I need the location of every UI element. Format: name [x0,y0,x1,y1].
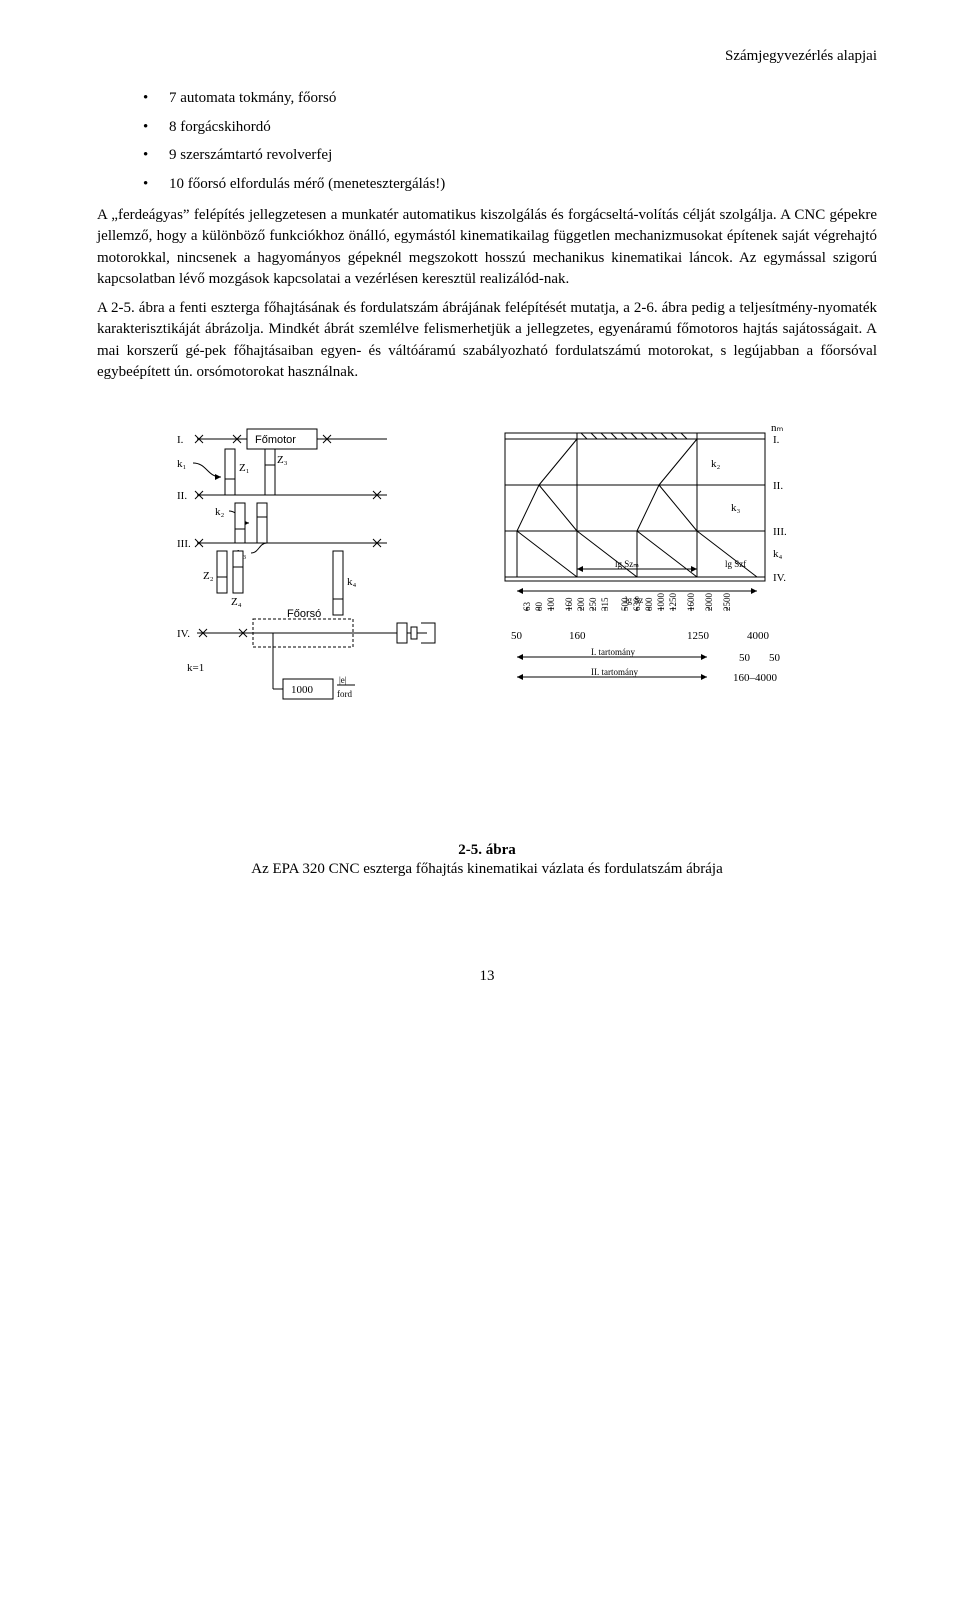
list-item: 9 szerszámtartó revolverfej [143,144,877,167]
major-tick: 50 [511,630,523,642]
svg-text:160: 160 [564,597,574,611]
lgsz-label: lg Szf [725,559,746,569]
svg-text:315: 315 [600,597,610,611]
k-label: k₂ [711,458,721,470]
svg-text:63: 63 [522,602,532,612]
ford-label: |e| [339,675,347,685]
major-tick: 4000 [747,630,770,642]
figure-block: I. Főmotor k₁ Z₁ [97,417,877,722]
row-label: III. [773,526,787,538]
k-label: k₁ [177,458,187,470]
page: Számjegyvezérlés alapjai 7 automata tokm… [11,0,949,1045]
z-label: Z₁ [239,462,250,474]
range-label: I. tartomány [591,647,635,657]
row-label: IV. [177,628,190,640]
svg-text:2000: 2000 [704,593,714,612]
z-label: Z₂ [203,570,214,582]
body-paragraph: A 2-5. ábra a fenti eszterga főhajtásána… [97,298,877,383]
n-label: nₘ [771,422,784,434]
row-label: III. [177,538,191,550]
spindle-label: Főorsó [287,608,321,620]
k-label: k=1 [187,662,204,674]
svg-text:630: 630 [632,597,642,611]
row-label: IV. [773,572,786,584]
page-number: 13 [97,968,877,985]
list-item: 8 forgácskihordó [143,116,877,139]
svg-text:1000: 1000 [656,593,666,612]
ford-label: ford [337,689,352,699]
caption-number: 2-5. ábra [97,842,877,859]
row-label: I. [177,434,184,446]
z-label: Z₄ [231,596,242,608]
kinematic-diagram: I. Főmotor k₁ Z₁ [167,417,807,717]
lgsz-label: lg Szₘ [615,559,639,569]
svg-text:250: 250 [588,597,598,611]
thousand-label: 1000 [291,684,314,696]
svg-text:500: 500 [620,597,630,611]
range-value: 160–4000 [733,672,778,684]
svg-text:200: 200 [576,597,586,611]
k-label: k₂ [215,506,225,518]
svg-text:1600: 1600 [686,593,696,612]
k-label: k₃ [731,502,741,514]
range-value: 50 [769,652,781,664]
motor-label: Főmotor [255,434,296,446]
list-item: 10 főorsó elfordulás mérő (menetesztergá… [143,173,877,196]
k-label: k₄ [773,548,783,560]
svg-text:100: 100 [546,597,556,611]
running-head: Számjegyvezérlés alapjai [97,48,877,65]
range-label: II. tartomány [591,667,638,677]
major-tick: 1250 [687,630,710,642]
row-label: II. [773,480,783,492]
svg-text:2500: 2500 [722,593,732,612]
caption-text: Az EPA 320 CNC eszterga főhajtás kinemat… [97,861,877,878]
body-paragraph: A „ferdeágyas” felépítés jellegzetesen a… [97,205,877,290]
component-list: 7 automata tokmány, főorsó 8 forgácskiho… [143,87,877,195]
row-label: II. [177,490,187,502]
svg-text:80: 80 [534,602,544,612]
row-label: I. [773,434,780,446]
major-tick: 160 [569,630,586,642]
svg-text:800: 800 [644,597,654,611]
figure-caption: 2-5. ábra Az EPA 320 CNC eszterga főhajt… [97,842,877,878]
z-label: Z₃ [277,454,288,466]
range-value: 50 [739,652,751,664]
svg-text:1250: 1250 [668,593,678,612]
list-item: 7 automata tokmány, főorsó [143,87,877,110]
k-label: k₄ [347,576,357,588]
